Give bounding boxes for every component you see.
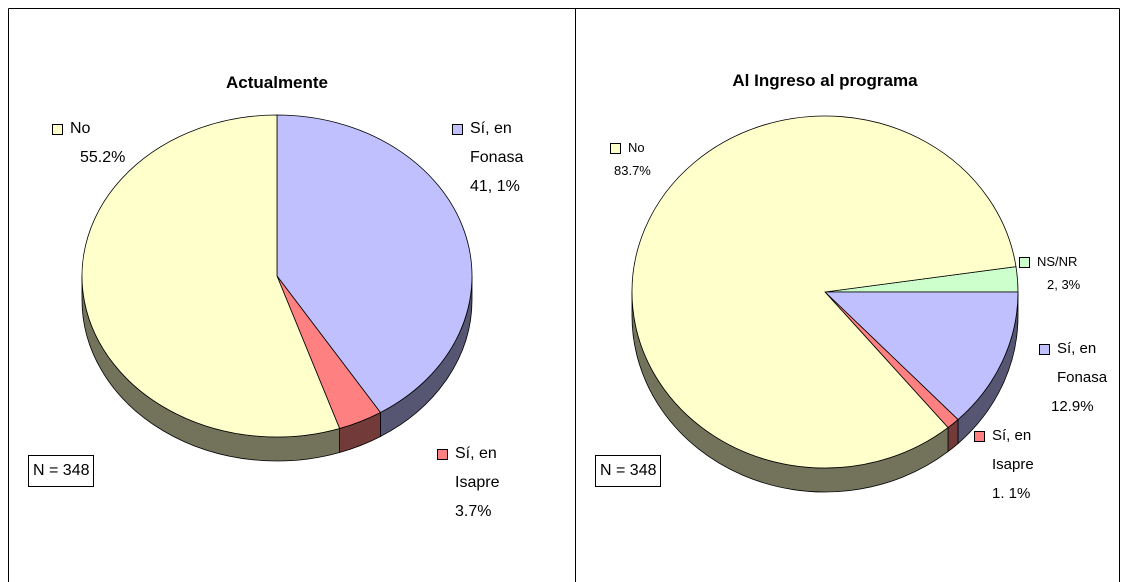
data-label: NS/NR 2, 3% (1019, 250, 1117, 296)
legend-swatch (974, 430, 985, 442)
legend-swatch (52, 123, 63, 135)
legend-swatch (610, 142, 621, 154)
data-label: Sí, en Isapre 1. 1% (974, 421, 1062, 508)
pie-slice (276, 114, 473, 413)
chart-title: Actualmente (226, 73, 328, 92)
data-label: No 83.7% (610, 136, 688, 182)
data-label: No 55.2% (52, 114, 150, 172)
pie-slice (631, 115, 1017, 469)
legend-label: Sí, en Isapre (992, 427, 1034, 473)
legend-label: Sí, en Isapre (455, 445, 500, 491)
value-label: 55.2% (80, 149, 126, 166)
legend-swatch (1039, 343, 1050, 355)
data-label: Sí, en Isapre 3.7% (437, 439, 525, 526)
legend-label: Sí, en Fonasa (1057, 340, 1108, 386)
legend-label: Sí, en Fonasa (470, 120, 524, 166)
value-label: 1. 1% (992, 485, 1031, 502)
value-label: 2, 3% (1047, 277, 1081, 292)
legend-label: No (628, 140, 645, 155)
pie-slice (81, 114, 341, 438)
legend-label: NS/NR (1037, 254, 1078, 269)
value-label: 83.7% (614, 163, 651, 178)
legend-swatch (452, 123, 463, 135)
annotation: N = 348 (28, 455, 95, 487)
data-label: Sí, en Fonasa 41, 1% (452, 114, 550, 201)
value-label: 41, 1% (470, 178, 520, 195)
pie-slice (824, 291, 1019, 421)
annotation: N = 348 (595, 455, 662, 487)
legend-swatch (437, 448, 448, 460)
legend-swatch (1019, 256, 1030, 268)
value-label: 3.7% (455, 503, 492, 520)
chart-title: Al Ingreso al programa (732, 71, 918, 90)
value-label: 12.9% (1051, 398, 1094, 415)
data-label: Sí, en Fonasa 12.9% (1039, 334, 1127, 421)
legend-label: No (70, 120, 91, 137)
